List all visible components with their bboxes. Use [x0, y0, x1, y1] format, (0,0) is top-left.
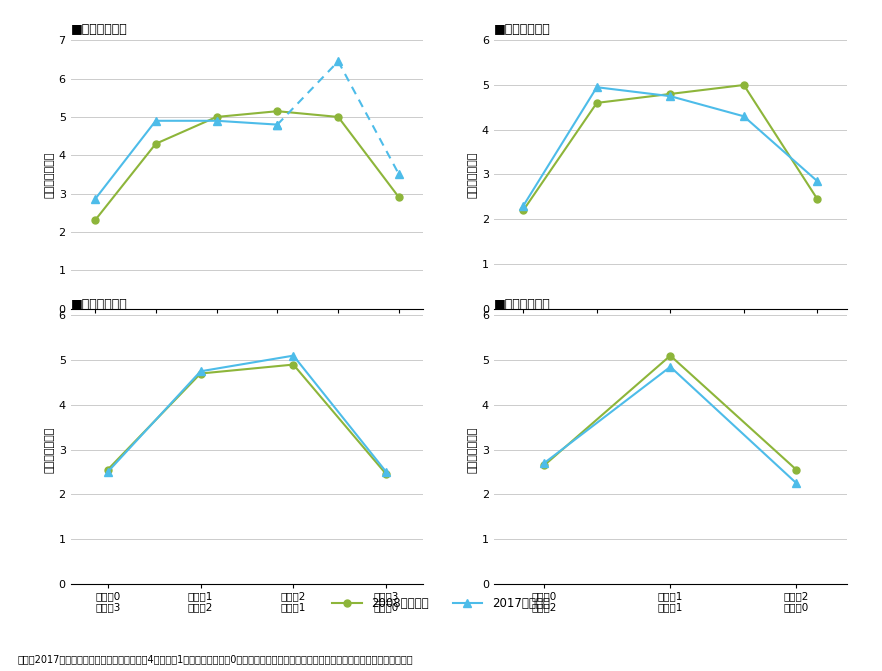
Text: ■総参加数５個: ■総参加数５個 [71, 23, 127, 36]
Y-axis label: つながり力指標: つながり力指標 [467, 426, 478, 473]
Legend: 2008年度調査, 2017年度調査: 2008年度調査, 2017年度調査 [328, 592, 554, 615]
Y-axis label: つながり力指標: つながり力指標 [467, 151, 478, 198]
Text: ■総参加数３個: ■総参加数３個 [71, 299, 127, 311]
Y-axis label: つながり力指標: つながり力指標 [44, 151, 55, 198]
Text: ■総参加数２個: ■総参加数２個 [494, 299, 550, 311]
Text: ■総参加数４個: ■総参加数４個 [494, 23, 550, 36]
Y-axis label: つながり力指標: つながり力指標 [44, 426, 55, 473]
Text: （注）2017年度調査の総参加数５個のオフ：4・オン：1、オフ５・オン：0はサンプル数がそれぞれ２つのみなので、信頼できない値である。: （注）2017年度調査の総参加数５個のオフ：4・オン：1、オフ５・オン：0はサン… [18, 654, 414, 664]
